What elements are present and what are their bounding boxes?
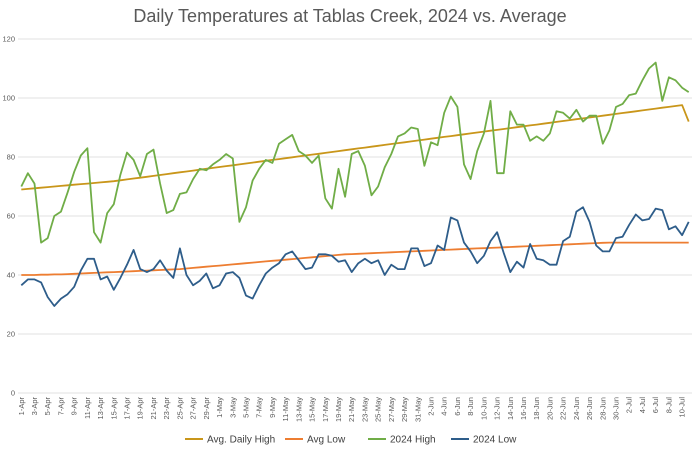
x-tick-label: 29-Apr — [202, 397, 211, 420]
x-tick-label: 27-Apr — [189, 397, 198, 420]
x-tick-label: 17-May — [321, 397, 330, 422]
x-tick-label: 1-May — [215, 397, 224, 418]
x-tick-label: 19-Apr — [136, 397, 145, 420]
chart-title: Daily Temperatures at Tablas Creek, 2024… — [133, 6, 567, 26]
legend-label: 2024 Low — [473, 435, 517, 446]
x-tick-label: 5-May — [241, 397, 250, 418]
x-tick-label: 8-Jul — [664, 397, 673, 414]
x-tick-label: 15-May — [308, 397, 317, 422]
x-tick-label: 21-Apr — [149, 397, 158, 420]
x-tick-label: 16-Jun — [519, 397, 528, 420]
y-tick-label: 60 — [7, 212, 15, 221]
x-tick-label: 25-May — [374, 397, 383, 422]
x-tick-label: 7-May — [255, 397, 264, 418]
x-tick-label: 5-Apr — [43, 397, 52, 416]
x-tick-label: 3-Apr — [30, 397, 39, 416]
x-tick-label: 17-Apr — [123, 397, 132, 420]
x-tick-label: 9-Apr — [70, 397, 79, 416]
x-tick-label: 29-May — [400, 397, 409, 422]
legend-label: Avg. Daily High — [207, 435, 275, 446]
x-tick-label: 15-Apr — [109, 397, 118, 420]
x-tick-label: 3-May — [228, 397, 237, 418]
x-tick-label: 11-May — [281, 397, 290, 422]
x-tick-label: 13-May — [294, 397, 303, 422]
y-tick-label: 20 — [7, 330, 15, 339]
x-tick-label: 11-Apr — [83, 397, 92, 419]
x-tick-label: 12-Jun — [493, 397, 502, 420]
x-tick-label: 31-May — [413, 397, 422, 422]
x-tick-label: 4-Jul — [638, 397, 647, 414]
x-tick-label: 13-Apr — [96, 397, 105, 420]
x-tick-label: 23-Apr — [162, 397, 171, 420]
x-tick-label: 19-May — [334, 397, 343, 422]
legend-label: Avg Low — [307, 435, 346, 446]
x-tick-label: 2-Jun — [426, 397, 435, 416]
x-tick-label: 4-Jun — [440, 397, 449, 416]
series-line-1 — [21, 241, 689, 276]
y-tick-label: 80 — [7, 153, 15, 162]
x-tick-label: 9-May — [268, 397, 277, 418]
x-tick-label: 25-Apr — [175, 397, 184, 420]
y-tick-label: 120 — [2, 35, 15, 44]
y-tick-label: 100 — [2, 94, 15, 103]
x-tick-label: 28-Jun — [598, 397, 607, 420]
x-tick-label: 24-Jun — [572, 397, 581, 420]
x-tick-label: 23-May — [360, 397, 369, 422]
series-line-3 — [20, 206, 690, 307]
legend-label: 2024 High — [390, 435, 436, 446]
x-tick-label: 6-Jul — [651, 397, 660, 414]
x-tick-label: 30-Jun — [612, 397, 621, 420]
x-tick-label: 10-Jun — [479, 397, 488, 420]
x-tick-label: 1-Apr — [17, 397, 26, 416]
x-tick-label: 10-Jul — [678, 397, 687, 418]
x-tick-label: 20-Jun — [545, 397, 554, 420]
series-line-0 — [21, 104, 690, 191]
x-tick-label: 26-Jun — [585, 397, 594, 420]
x-tick-label: 18-Jun — [532, 397, 541, 420]
x-tick-label: 27-May — [387, 397, 396, 422]
y-tick-label: 0 — [11, 389, 15, 398]
x-tick-label: 22-Jun — [559, 397, 568, 420]
x-tick-label: 6-Jun — [453, 397, 462, 416]
x-tick-label: 14-Jun — [506, 397, 515, 420]
x-tick-label: 7-Apr — [56, 397, 65, 416]
x-tick-label: 21-May — [347, 397, 356, 422]
x-tick-label: 2-Jul — [625, 397, 634, 414]
series-line-2 — [20, 61, 690, 244]
x-tick-label: 8-Jun — [466, 397, 475, 416]
y-tick-label: 40 — [7, 271, 15, 280]
